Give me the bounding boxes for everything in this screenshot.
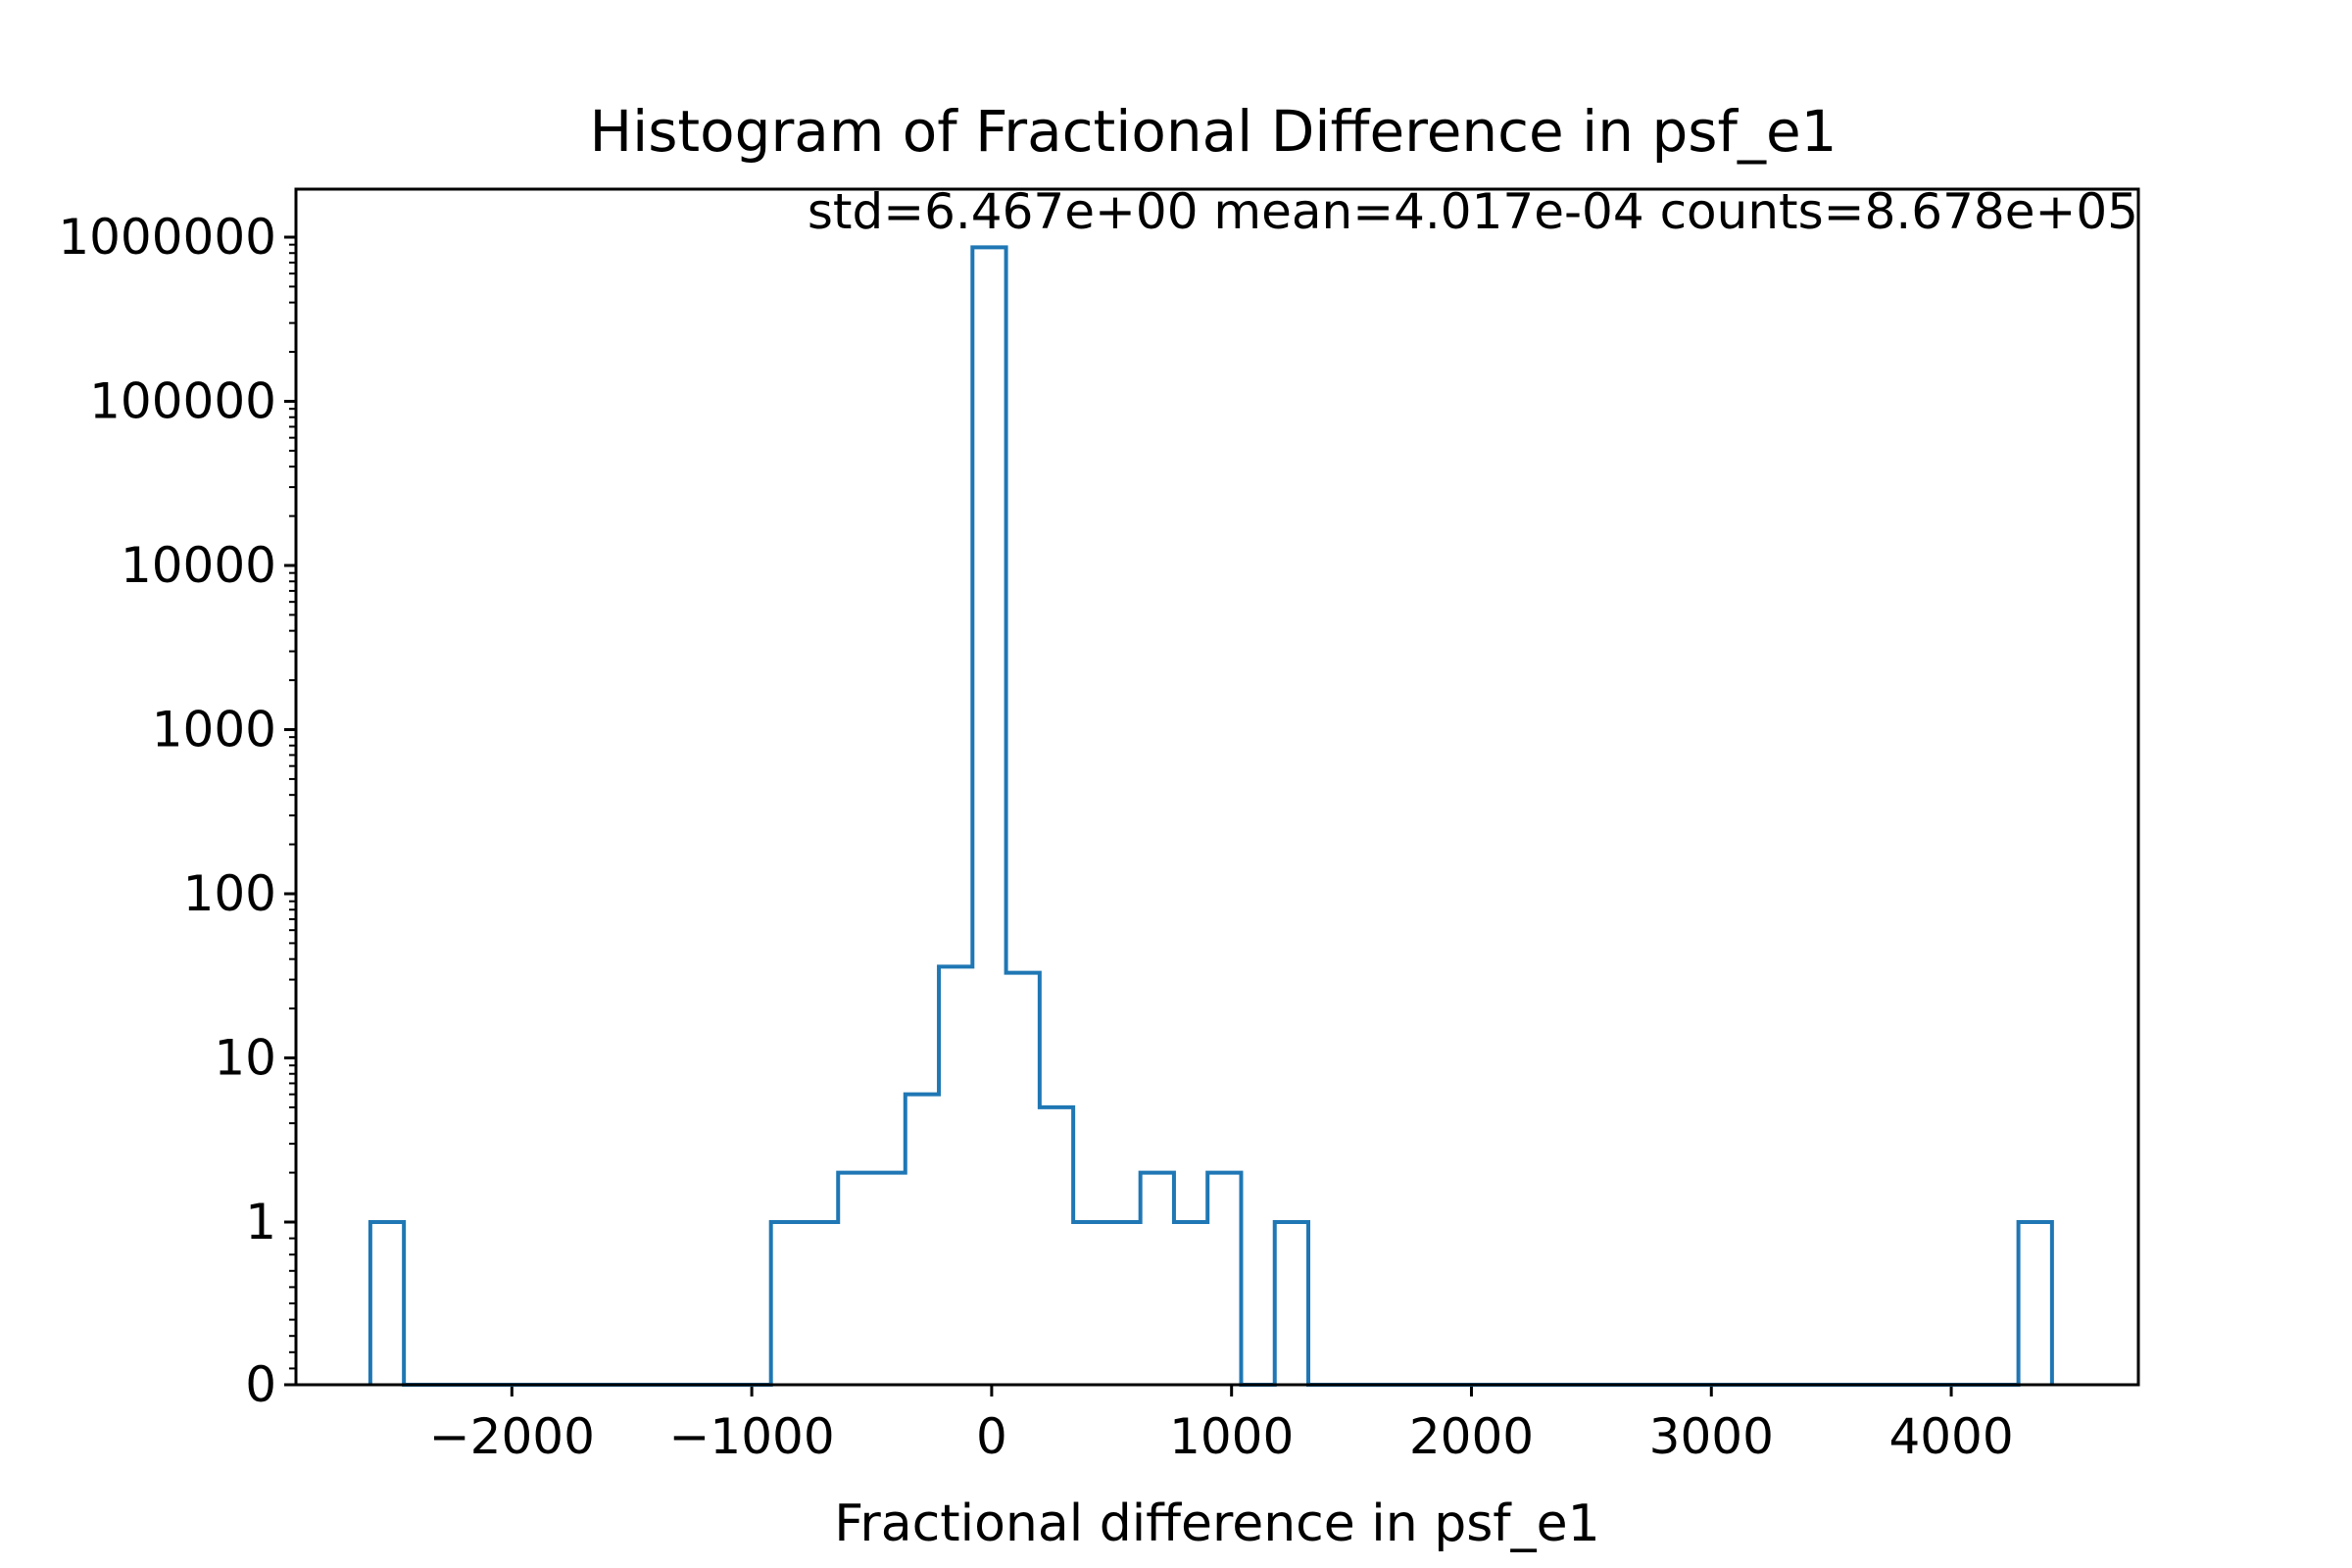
y-tick-label: 100 [183, 865, 276, 922]
x-tick-label: 2000 [1409, 1408, 1534, 1465]
y-tick-label: 10000 [121, 537, 276, 594]
y-tick-label: 1000 [152, 702, 276, 759]
y-tick-label: 1 [245, 1194, 276, 1250]
x-tick-label: 3000 [1649, 1408, 1774, 1465]
x-tick-label: −2000 [429, 1408, 595, 1465]
x-tick-label: 0 [976, 1408, 1007, 1465]
x-tick-label: 1000 [1169, 1408, 1294, 1465]
chart-title: Histogram of Fractional Difference in ps… [589, 98, 1837, 165]
histogram-step-line [368, 245, 2054, 1387]
y-tick-label: 1000000 [58, 209, 276, 266]
y-axis-ticks: 0 1 10 100 1000 10000 100000 1000000 [58, 209, 296, 1413]
x-axis-label: Fractional difference in psf_e1 [834, 1494, 1599, 1553]
stats-annotation: std=6.467e+00 mean=4.017e-04 counts=8.67… [808, 183, 2138, 240]
x-tick-label: 4000 [1888, 1408, 2013, 1465]
y-tick-label: 10 [214, 1030, 276, 1087]
x-axis-ticks: −2000 −1000 0 1000 2000 3000 4000 [429, 1385, 2014, 1465]
plot-area-frame [294, 187, 2140, 1387]
y-tick-label: 0 [245, 1356, 276, 1413]
x-tick-label: −1000 [669, 1408, 835, 1465]
y-tick-label: 100000 [89, 373, 276, 430]
